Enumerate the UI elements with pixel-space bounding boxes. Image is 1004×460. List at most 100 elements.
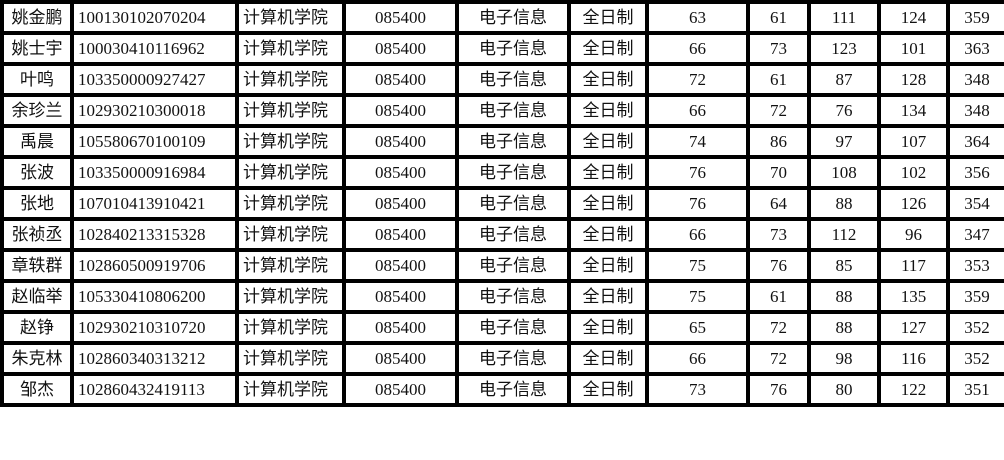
- cell-study-type: 全日制: [567, 124, 649, 159]
- cell-exam-id: 102840213315328: [70, 217, 239, 252]
- cell-score-politics: 63: [645, 0, 750, 35]
- cell-school: 计算机学院: [235, 62, 346, 97]
- cell-exam-id: 100130102070204: [70, 0, 239, 35]
- cell-study-type: 全日制: [567, 155, 649, 190]
- cell-study-type: 全日制: [567, 62, 649, 97]
- cell-score-total: 359: [946, 0, 1004, 35]
- cell-score-professional: 117: [877, 248, 950, 283]
- cell-score-politics: 75: [645, 248, 750, 283]
- cell-score-politics: 66: [645, 341, 750, 376]
- cell-study-type: 全日制: [567, 310, 649, 345]
- cell-score-math: 111: [807, 0, 881, 35]
- cell-name: 章轶群: [0, 248, 74, 283]
- table-row: 邹杰 102860432419113 计算机学院 085400 电子信息 全日制 73 76 8…: [0, 372, 1004, 407]
- cell-name: 赵临举: [0, 279, 74, 314]
- cell-school: 计算机学院: [235, 248, 346, 283]
- cell-school: 计算机学院: [235, 341, 346, 376]
- cell-major-code: 085400: [342, 372, 459, 407]
- cell-major-code: 085400: [342, 279, 459, 314]
- cell-score-english: 72: [746, 341, 811, 376]
- cell-major: 电子信息: [455, 31, 571, 66]
- cell-score-politics: 65: [645, 310, 750, 345]
- cell-major-code: 085400: [342, 248, 459, 283]
- cell-school: 计算机学院: [235, 310, 346, 345]
- table-row: 叶鸣 103350000927427 计算机学院 085400 电子信息 全日制 72 61 8…: [0, 62, 1004, 97]
- cell-name: 张地: [0, 186, 74, 221]
- cell-score-english: 61: [746, 0, 811, 35]
- cell-major-code: 085400: [342, 93, 459, 128]
- cell-score-math: 87: [807, 62, 881, 97]
- cell-major: 电子信息: [455, 372, 571, 407]
- cell-study-type: 全日制: [567, 372, 649, 407]
- cell-name: 邹杰: [0, 372, 74, 407]
- cell-score-professional: 101: [877, 31, 950, 66]
- cell-score-professional: 128: [877, 62, 950, 97]
- cell-exam-id: 105330410806200: [70, 279, 239, 314]
- cell-name: 张波: [0, 155, 74, 190]
- cell-major: 电子信息: [455, 186, 571, 221]
- cell-score-politics: 66: [645, 217, 750, 252]
- cell-score-politics: 75: [645, 279, 750, 314]
- cell-school: 计算机学院: [235, 279, 346, 314]
- cell-school: 计算机学院: [235, 186, 346, 221]
- cell-exam-id: 103350000916984: [70, 155, 239, 190]
- cell-score-politics: 76: [645, 155, 750, 190]
- cell-score-politics: 73: [645, 372, 750, 407]
- table-row: 姚金鹏 100130102070204 计算机学院 085400 电子信息 全日制 63 61…: [0, 0, 1004, 35]
- cell-study-type: 全日制: [567, 217, 649, 252]
- cell-score-professional: 107: [877, 124, 950, 159]
- cell-study-type: 全日制: [567, 186, 649, 221]
- cell-name: 姚士宇: [0, 31, 74, 66]
- cell-score-total: 351: [946, 372, 1004, 407]
- cell-score-politics: 66: [645, 31, 750, 66]
- cell-major: 电子信息: [455, 62, 571, 97]
- cell-exam-id: 102860500919706: [70, 248, 239, 283]
- cell-score-professional: 134: [877, 93, 950, 128]
- cell-score-total: 354: [946, 186, 1004, 221]
- cell-score-politics: 76: [645, 186, 750, 221]
- cell-score-total: 359: [946, 279, 1004, 314]
- cell-school: 计算机学院: [235, 93, 346, 128]
- cell-study-type: 全日制: [567, 279, 649, 314]
- cell-score-math: 97: [807, 124, 881, 159]
- cell-score-english: 73: [746, 217, 811, 252]
- cell-major-code: 085400: [342, 310, 459, 345]
- score-table: 姚金鹏 100130102070204 计算机学院 085400 电子信息 全日制 63 61…: [0, 0, 1004, 407]
- cell-name: 张祯丞: [0, 217, 74, 252]
- cell-major-code: 085400: [342, 62, 459, 97]
- cell-exam-id: 102860432419113: [70, 372, 239, 407]
- cell-name: 叶鸣: [0, 62, 74, 97]
- cell-score-politics: 74: [645, 124, 750, 159]
- cell-name: 朱克林: [0, 341, 74, 376]
- table-row: 禹晨 105580670100109 计算机学院 085400 电子信息 全日制 74 86 9…: [0, 124, 1004, 159]
- cell-major-code: 085400: [342, 0, 459, 35]
- cell-major: 电子信息: [455, 341, 571, 376]
- cell-score-professional: 124: [877, 0, 950, 35]
- cell-study-type: 全日制: [567, 248, 649, 283]
- cell-score-math: 123: [807, 31, 881, 66]
- cell-score-professional: 122: [877, 372, 950, 407]
- cell-major: 电子信息: [455, 0, 571, 35]
- cell-exam-id: 105580670100109: [70, 124, 239, 159]
- cell-score-english: 64: [746, 186, 811, 221]
- cell-major: 电子信息: [455, 279, 571, 314]
- cell-study-type: 全日制: [567, 93, 649, 128]
- cell-score-total: 363: [946, 31, 1004, 66]
- table-row: 朱克林 102860340313212 计算机学院 085400 电子信息 全日制 66 72…: [0, 341, 1004, 376]
- cell-major-code: 085400: [342, 217, 459, 252]
- cell-name: 姚金鹏: [0, 0, 74, 35]
- cell-score-english: 73: [746, 31, 811, 66]
- cell-score-english: 72: [746, 93, 811, 128]
- cell-score-english: 72: [746, 310, 811, 345]
- cell-score-math: 88: [807, 279, 881, 314]
- cell-major-code: 085400: [342, 341, 459, 376]
- cell-exam-id: 102930210300018: [70, 93, 239, 128]
- cell-study-type: 全日制: [567, 31, 649, 66]
- cell-school: 计算机学院: [235, 31, 346, 66]
- cell-exam-id: 102860340313212: [70, 341, 239, 376]
- cell-score-professional: 127: [877, 310, 950, 345]
- cell-score-english: 86: [746, 124, 811, 159]
- cell-score-english: 61: [746, 62, 811, 97]
- cell-exam-id: 100030410116962: [70, 31, 239, 66]
- cell-study-type: 全日制: [567, 341, 649, 376]
